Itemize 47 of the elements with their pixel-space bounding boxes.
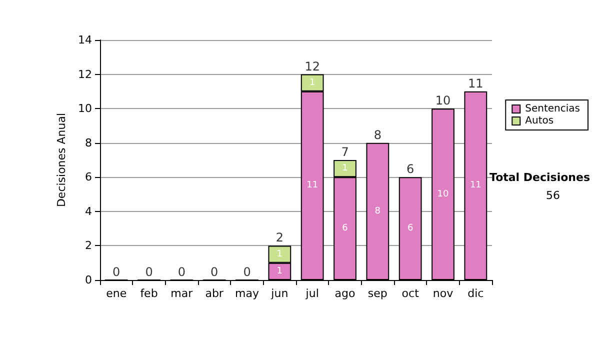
total-label: 11 — [468, 76, 484, 90]
total-label: 12 — [304, 59, 320, 74]
x-tick-label: sep — [368, 287, 388, 300]
x-tick-label: ene — [106, 287, 127, 300]
y-tick-label: 12 — [78, 68, 92, 81]
data-label: 1 — [342, 164, 348, 174]
total-label: 10 — [435, 94, 451, 108]
data-label: 8 — [374, 206, 381, 216]
x-tick-label: dic — [468, 287, 484, 300]
total-label: 8 — [374, 128, 382, 142]
total-label: 0 — [243, 265, 251, 279]
data-label: 1 — [276, 249, 283, 260]
y-tick-label: 8 — [85, 136, 92, 150]
y-tick-label: 10 — [78, 102, 92, 116]
total-label: 0 — [112, 265, 120, 279]
data-label: 11 — [470, 180, 482, 191]
total-label: 0 — [178, 265, 186, 279]
y-tick-label: 14 — [78, 34, 92, 46]
data-label: 11 — [306, 180, 318, 191]
y-tick-label: 4 — [85, 204, 92, 218]
y-tick-label: 0 — [85, 274, 92, 286]
y-axis-title: Decisiones Anual — [55, 112, 68, 208]
x-tick-label: mar — [170, 287, 194, 300]
x-tick-label: ago — [334, 287, 356, 300]
x-tick-label: may — [235, 287, 260, 300]
y-tick-label: 2 — [85, 239, 92, 252]
data-label: 1 — [276, 266, 283, 276]
data-label: 10 — [437, 189, 449, 200]
total-label: 0 — [210, 265, 218, 279]
x-tick-label: feb — [140, 287, 158, 300]
legend-label: Sentencias — [525, 104, 580, 114]
legend-label: Autos — [525, 116, 554, 126]
x-tick-label: jul — [304, 287, 319, 300]
total-label: 7 — [341, 145, 349, 159]
data-label: 1 — [309, 78, 316, 88]
data-label: 6 — [407, 224, 414, 234]
x-tick-label: abr — [205, 287, 224, 300]
total-label: 6 — [406, 162, 414, 176]
y-tick-label: 6 — [85, 170, 92, 184]
data-label: 6 — [342, 224, 348, 234]
x-tick-label: nov — [432, 287, 454, 300]
total-label: 0 — [145, 265, 153, 279]
total-label: 2 — [276, 230, 284, 245]
x-tick-label: jun — [270, 287, 288, 300]
x-tick-label: oct — [402, 287, 420, 300]
text: 56 — [546, 189, 560, 202]
annotation: Total Decisiones — [490, 171, 590, 184]
